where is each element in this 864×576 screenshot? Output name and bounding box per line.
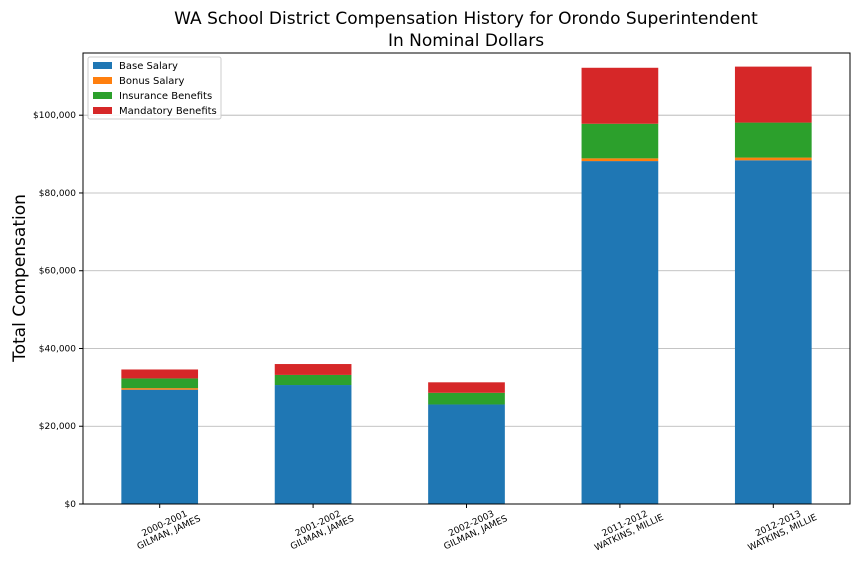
y-tick-label: $80,000 [39,189,76,199]
bar-segment-base-salary [428,404,505,504]
legend-swatch [93,92,112,99]
legend-entry: Base Salary [119,61,178,72]
bar-segment-mandatory-benefits [734,66,812,123]
bar-segment-mandatory-benefits [428,382,505,393]
legend: Base Salary Bonus Salary Insurance Benefit… [87,56,222,120]
bar-segment-base-salary [274,385,352,504]
bar-segment-insurance-benefits [581,123,659,159]
y-axis-label: Total Compensation [10,194,30,363]
bar-segment-base-salary [581,161,659,505]
bar-segment-mandatory-benefits [274,364,352,375]
legend-box [87,56,222,120]
chart-subtitle: In Nominal Dollars [388,31,544,51]
bars [121,66,812,505]
bar-segment-mandatory-benefits [121,369,199,379]
y-tick-label: $40,000 [39,344,76,354]
bar-segment-base-salary [121,389,199,504]
bar-segment-bonus-salary [581,158,659,162]
legend-swatch [93,62,112,69]
legend-entry: Mandatory Benefits [119,106,217,117]
legend-entry: Insurance Benefits [119,91,212,102]
y-tick-label: $0 [65,500,77,510]
y-axis-ticks: $0 $20,000 $40,000 $60,000 $80,000 $100,000 [33,111,83,510]
y-tick-label: $100,000 [33,111,76,121]
legend-entry: Bonus Salary [119,76,185,87]
bar-segment-bonus-salary [121,388,199,390]
chart-title: WA School District Compensation History … [174,9,758,29]
legend-swatch [93,107,112,114]
bar-segment-mandatory-benefits [581,67,659,124]
legend-swatch [93,77,112,84]
bar-segment-insurance-benefits [428,392,505,405]
bar-segment-insurance-benefits [274,374,352,386]
bar-segment-base-salary [734,160,812,505]
bar-segment-insurance-benefits [121,378,199,389]
bar-segment-insurance-benefits [734,122,812,158]
y-tick-label: $60,000 [39,267,76,277]
y-tick-label: $20,000 [39,422,76,432]
bar-segment-bonus-salary [734,157,812,161]
